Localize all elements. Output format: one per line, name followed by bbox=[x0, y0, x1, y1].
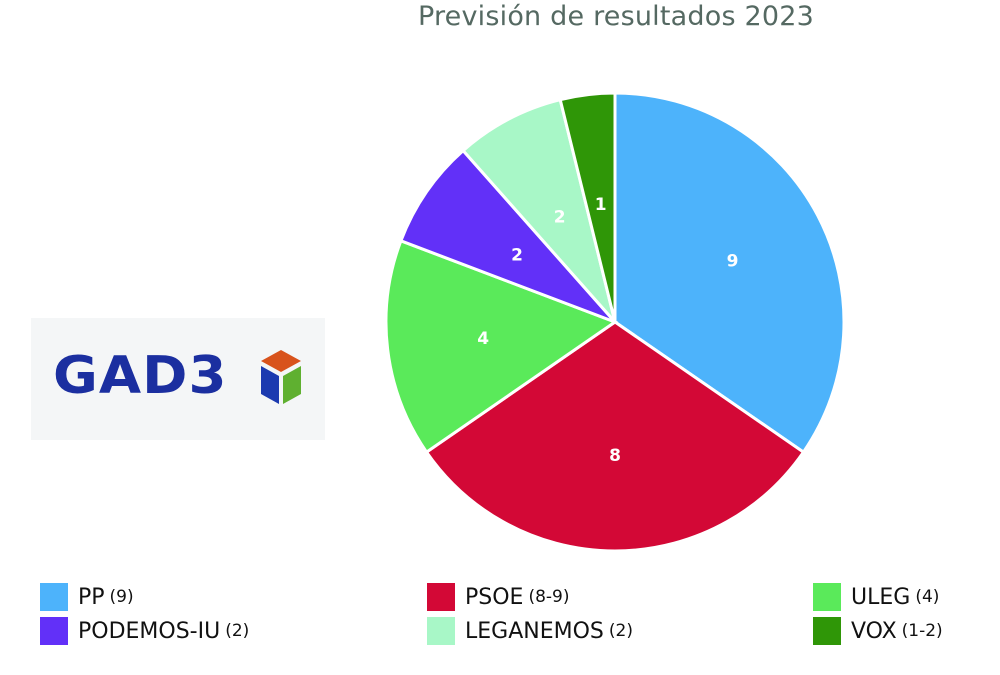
legend-seats: (9) bbox=[109, 587, 134, 607]
legend-label: VOX bbox=[851, 618, 897, 644]
legend-swatch bbox=[40, 583, 68, 611]
legend-label: PP bbox=[78, 584, 105, 610]
slice-data-label: 1 bbox=[595, 195, 607, 215]
slice-data-label: 2 bbox=[554, 208, 566, 228]
legend-label: PODEMOS-IU bbox=[78, 618, 221, 644]
legend-label: ULEG bbox=[851, 584, 911, 610]
legend-seats: (8-9) bbox=[528, 587, 570, 607]
legend-swatch bbox=[813, 617, 841, 645]
legend-label: LEGANEMOS bbox=[465, 618, 604, 644]
legend-item-psoe[interactable]: PSOE (8-9) bbox=[427, 583, 569, 611]
pie-slice-pp bbox=[613, 91, 846, 455]
legend-item-leganemos[interactable]: LEGANEMOS (2) bbox=[427, 617, 633, 645]
slice-data-label: 9 bbox=[727, 251, 739, 271]
gad3-logo: GAD3 bbox=[31, 318, 325, 440]
pie-slice-uleg bbox=[384, 238, 619, 455]
pie-slice-vox bbox=[558, 91, 617, 323]
legend-swatch bbox=[427, 617, 455, 645]
legend-item-vox[interactable]: VOX (1-2) bbox=[813, 617, 943, 645]
pie-slice-leganemos bbox=[461, 97, 617, 323]
legend-label: PSOE bbox=[465, 584, 524, 610]
logo-text: GAD3 bbox=[53, 346, 228, 406]
legend-swatch bbox=[813, 583, 841, 611]
legend-seats: (2) bbox=[608, 621, 633, 641]
slice-data-label: 2 bbox=[511, 245, 523, 265]
legend-item-uleg[interactable]: ULEG (4) bbox=[813, 583, 939, 611]
legend-swatch bbox=[427, 583, 455, 611]
legend-item-podemos-iu[interactable]: PODEMOS-IU (2) bbox=[40, 617, 249, 645]
pie-slice-psoe bbox=[424, 320, 806, 553]
chart-title: Previsión de resultados 2023 bbox=[417, 1, 815, 32]
legend-seats: (2) bbox=[225, 621, 250, 641]
slice-data-label: 8 bbox=[609, 446, 621, 466]
legend-item-pp[interactable]: PP (9) bbox=[40, 583, 134, 611]
legend-swatch bbox=[40, 617, 68, 645]
pie-slice-podemos-iu bbox=[398, 148, 617, 324]
legend-seats: (1-2) bbox=[901, 621, 943, 641]
cube-icon bbox=[261, 350, 301, 404]
slice-data-label: 4 bbox=[477, 329, 489, 349]
legend-seats: (4) bbox=[915, 587, 940, 607]
